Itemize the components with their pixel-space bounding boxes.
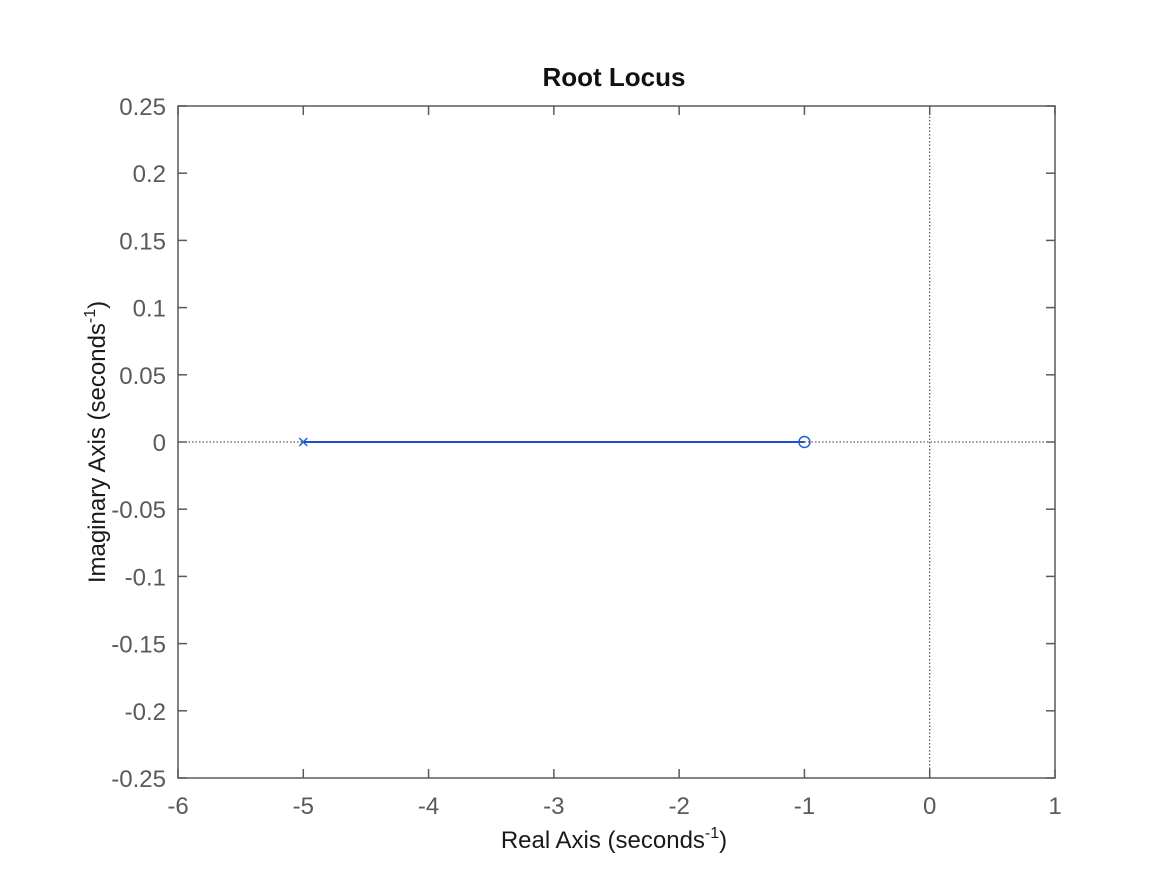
x-tick-label: -6 <box>167 793 188 820</box>
y-tick-label: 0.2 <box>133 161 166 188</box>
x-tick-label: 0 <box>923 793 936 820</box>
x-tick-label: 1 <box>1048 793 1061 820</box>
y-tick-label: -0.2 <box>125 699 166 726</box>
y-tick-label: 0.25 <box>119 94 166 121</box>
y-axis-label: Imaginary Axis (seconds-1) <box>82 301 111 583</box>
pole-marker <box>298 437 308 447</box>
y-tick-label: 0.15 <box>119 228 166 255</box>
zero-marker <box>798 435 811 449</box>
y-axis-ticks: 0.25 0.2 0.15 0.1 0.05 0 -0.05 -0.1 -0.15 -0.2 -0.… <box>111 94 1055 793</box>
y-tick-label: -0.05 <box>111 497 166 524</box>
y-tick-label: 0.05 <box>119 363 166 390</box>
y-tick-label: -0.1 <box>125 564 166 591</box>
x-tick-label: -2 <box>668 793 689 820</box>
x-tick-label: -4 <box>418 793 439 820</box>
chart-title: Root Locus <box>543 62 686 92</box>
x-tick-label: -1 <box>794 793 815 820</box>
y-tick-label: 0.1 <box>133 296 166 323</box>
x-axis-ticks: -6 -5 -4 -3 -2 -1 0 1 <box>167 106 1062 820</box>
y-tick-label: -0.25 <box>111 766 166 793</box>
x-tick-label: -5 <box>293 793 314 820</box>
y-tick-label: 0 <box>153 430 166 457</box>
x-tick-label: -3 <box>543 793 564 820</box>
y-tick-label: -0.15 <box>111 632 166 659</box>
pole-zero-markers <box>298 435 811 449</box>
x-axis-label: Real Axis (seconds-1) <box>501 825 727 854</box>
